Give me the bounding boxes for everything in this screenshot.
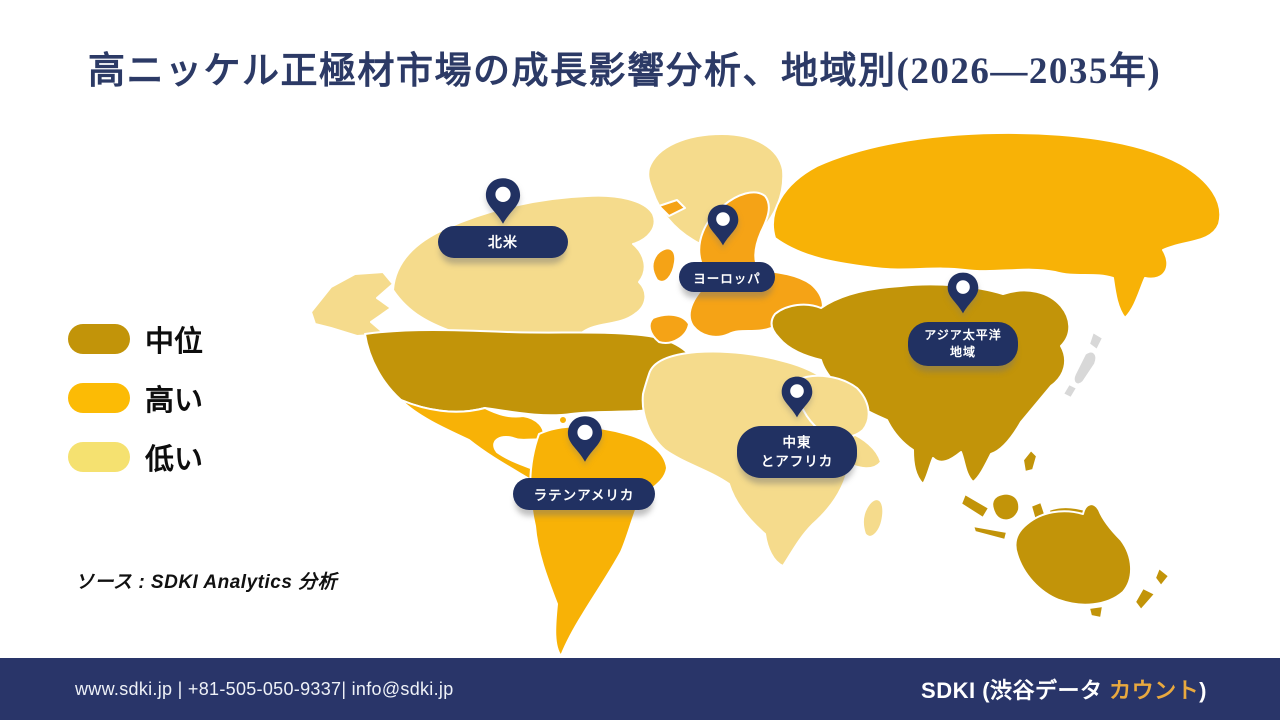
region-australia: [1014, 503, 1132, 606]
map-label-north-america: 北米: [438, 226, 568, 258]
region-alaska: [310, 271, 394, 337]
footer-brand-suffix: ): [1199, 678, 1207, 703]
region-canada: [392, 194, 656, 346]
region-tasmania: [1088, 605, 1104, 619]
map-label-latin-america: ラテンアメリカ: [513, 478, 655, 510]
map-label-text: とアフリカ: [760, 454, 834, 469]
legend-label-high: 高い: [145, 385, 204, 417]
region-russia: [772, 131, 1222, 319]
region-iberia: [648, 313, 690, 344]
location-pin-icon: [707, 204, 739, 246]
legend-swatch-low: [68, 442, 130, 472]
map-label-text: 地域: [949, 345, 976, 359]
legend-item-high: 高い: [68, 377, 203, 419]
location-pin-icon: [485, 178, 521, 224]
region-caribbean: [558, 415, 568, 425]
location-pin-icon: [947, 272, 979, 314]
legend-swatch-medium: [68, 324, 130, 354]
region-madagascar: [861, 498, 885, 538]
region-japan-hokkaido: [1088, 331, 1104, 351]
footer-brand-prefix: SDKI (渋谷データ: [921, 678, 1110, 703]
map-label-text: アジア太平洋: [924, 328, 1002, 342]
source-note: ソース : SDKI Analytics 分析: [75, 572, 338, 593]
region-new-zealand-north: [1154, 567, 1170, 587]
map-label-asia-pacific: アジア太平洋 地域: [908, 322, 1018, 366]
location-pin-icon: [567, 416, 603, 462]
footer-bar: www.sdki.jp | +81-505-050-9337| info@sdk…: [0, 658, 1280, 720]
region-philippines: [1022, 449, 1038, 473]
map-label-text: 北米: [488, 234, 518, 250]
region-iceland: [658, 199, 686, 217]
region-new-zealand-south: [1134, 587, 1156, 611]
map-label-text: 中東: [782, 435, 812, 450]
region-java: [972, 525, 1008, 541]
region-japan-honshu: [1072, 350, 1098, 386]
map-label-middle-east-africa: 中東 とアフリカ: [737, 426, 857, 478]
page-title: 高ニッケル正極材市場の成長影響分析、地域別(2026—2035年): [88, 51, 1162, 92]
footer-brand: SDKI (渋谷データ カウント): [921, 673, 1207, 705]
legend-label-medium: 中位: [145, 326, 204, 358]
map-label-text: ヨーロッパ: [693, 271, 761, 286]
location-pin-icon: [781, 376, 813, 418]
map-legend: 中位 高い 低い: [68, 318, 203, 495]
region-uk: [651, 247, 677, 283]
region-sumatra: [960, 493, 990, 519]
world-map: [297, 122, 1227, 657]
region-borneo: [991, 492, 1021, 522]
map-label-text: ラテンアメリカ: [533, 488, 635, 503]
legend-item-medium: 中位: [68, 318, 203, 360]
region-arabia: [795, 374, 870, 439]
legend-label-low: 低い: [145, 444, 204, 476]
legend-swatch-high: [68, 383, 130, 413]
legend-item-low: 低い: [68, 436, 203, 478]
map-label-europe: ヨーロッパ: [679, 262, 775, 292]
region-japan-kyushu: [1062, 383, 1078, 399]
footer-brand-highlight: カウント: [1109, 678, 1200, 703]
world-map-svg: [310, 131, 1222, 657]
footer-contact: www.sdki.jp | +81-505-050-9337| info@sdk…: [75, 678, 454, 699]
